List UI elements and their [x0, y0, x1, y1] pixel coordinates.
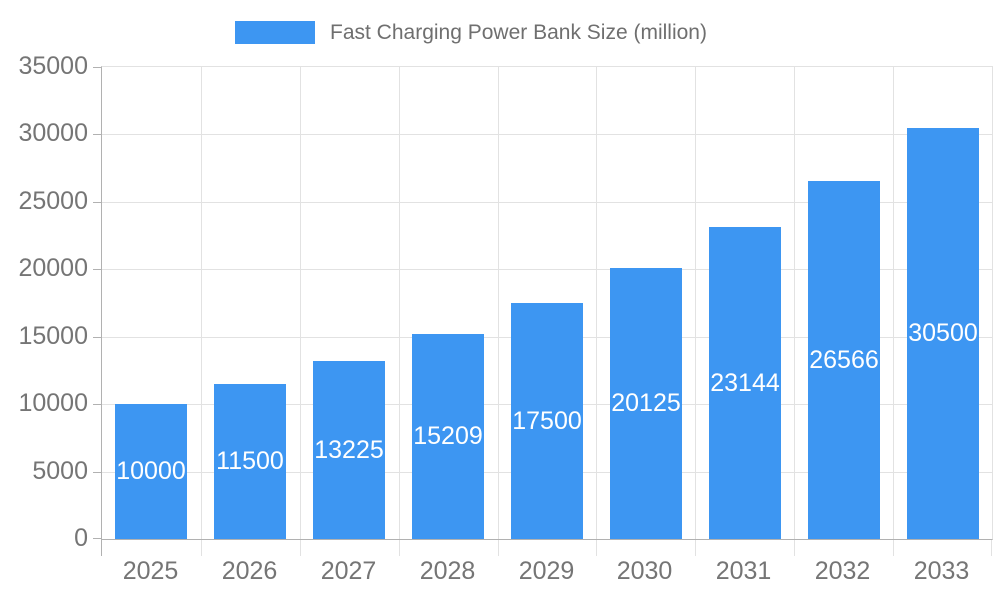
- bar[interactable]: 20125: [610, 268, 682, 539]
- x-axis-tick: [596, 540, 597, 556]
- x-axis-tick: [101, 540, 102, 556]
- legend-item[interactable]: Fast Charging Power Bank Size (million): [235, 21, 707, 44]
- gridline-vertical: [300, 67, 301, 539]
- x-tick-label: 2028: [419, 557, 476, 585]
- x-axis-tick: [201, 540, 202, 556]
- gridline-vertical: [893, 67, 894, 539]
- gridline-vertical: [399, 67, 400, 539]
- bar-value-label: 10000: [116, 457, 186, 485]
- bar[interactable]: 23144: [709, 227, 781, 539]
- bar[interactable]: 26566: [808, 181, 880, 539]
- plot-area: 10000 11500 13225 15209 17500 20125 23144 26566…: [93, 66, 993, 556]
- bar[interactable]: 11500: [214, 384, 286, 539]
- x-tick-label: 2027: [320, 557, 377, 585]
- x-axis-tick: [695, 540, 696, 556]
- legend-swatch: [235, 21, 315, 44]
- y-tick-label: 5000: [32, 456, 88, 485]
- y-axis-tick: [93, 404, 101, 406]
- bar-value-label: 17500: [512, 406, 582, 435]
- x-axis-tick: [991, 540, 992, 556]
- bar-value-label: 26566: [809, 345, 879, 374]
- x-tick-label: 2031: [715, 557, 772, 585]
- bar-value-label: 30500: [908, 319, 978, 347]
- x-tick-label: 2026: [221, 557, 278, 585]
- y-tick-label: 0: [74, 524, 88, 552]
- legend-label: Fast Charging Power Bank Size (million): [330, 21, 707, 44]
- x-axis-tick: [300, 540, 301, 556]
- bar-value-label: 20125: [611, 389, 681, 417]
- bar[interactable]: 30500: [907, 128, 979, 539]
- x-tick-label: 2033: [913, 557, 970, 585]
- x-axis-tick: [498, 540, 499, 556]
- bar[interactable]: 15209: [412, 334, 484, 539]
- x-tick-label: 2030: [616, 557, 673, 585]
- x-axis-labels: 2025 2026 2027 2028 2029 2030 2031 2032 2033: [101, 556, 991, 586]
- y-tick-label: 15000: [18, 321, 88, 350]
- x-axis-tick: [794, 540, 795, 556]
- y-tick-label: 35000: [18, 52, 88, 80]
- y-tick-label: 25000: [18, 186, 88, 215]
- gridline-vertical: [498, 67, 499, 539]
- x-tick-label: 2025: [122, 557, 179, 585]
- y-tick-label: 20000: [18, 254, 88, 283]
- y-axis-tick: [93, 269, 101, 271]
- x-tick-label: 2032: [814, 557, 871, 585]
- bar-value-label: 15209: [413, 422, 483, 450]
- x-axis-tick: [893, 540, 894, 556]
- y-tick-label: 10000: [18, 389, 88, 418]
- x-tick-label: 2029: [518, 557, 575, 585]
- gridline-vertical: [794, 67, 795, 539]
- y-axis-tick: [93, 201, 101, 203]
- y-axis-tick: [93, 67, 101, 68]
- bar-value-label: 13225: [314, 435, 384, 464]
- gridline-vertical: [201, 67, 202, 539]
- bar-value-label: 11500: [216, 447, 284, 475]
- bar-value-label: 23144: [710, 368, 780, 397]
- bar[interactable]: 13225: [313, 361, 385, 539]
- gridline-vertical: [695, 67, 696, 539]
- bar[interactable]: 17500: [511, 303, 583, 539]
- gridline-horizontal: [102, 201, 992, 203]
- bar[interactable]: 10000: [115, 404, 187, 539]
- y-axis-tick: [93, 471, 101, 473]
- y-axis-tick: [93, 538, 101, 539]
- y-tick-label: 30000: [18, 119, 88, 148]
- x-axis-tick: [399, 540, 400, 556]
- gridline-horizontal: [102, 269, 992, 271]
- y-axis-tick: [93, 134, 101, 136]
- gridline-horizontal: [102, 134, 992, 136]
- y-axis-tick: [93, 336, 101, 338]
- y-axis-labels: 0 5000 10000 15000 20000 25000 30000 35000: [0, 52, 88, 552]
- gridline-vertical: [596, 67, 597, 539]
